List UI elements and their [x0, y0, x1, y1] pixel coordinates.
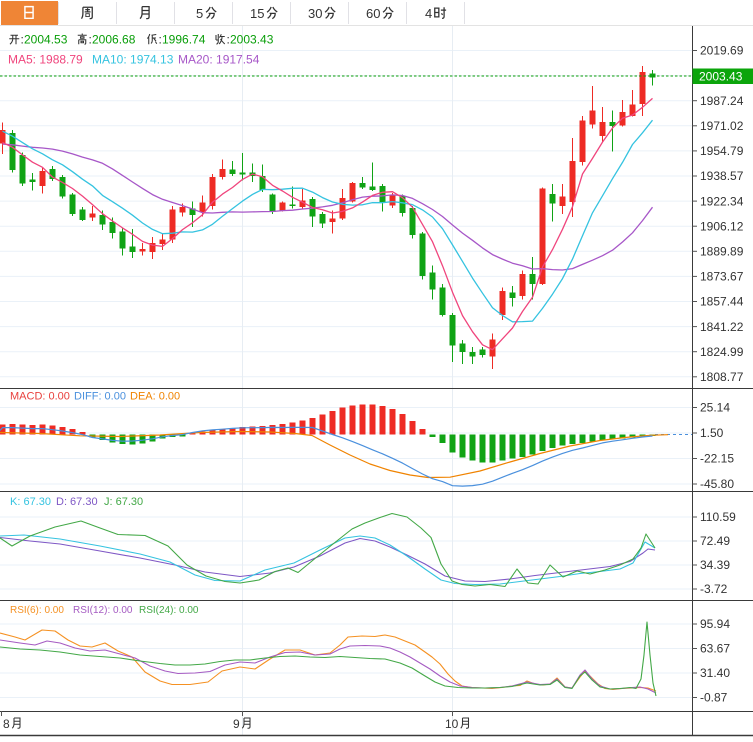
- svg-text:60: 60: [366, 6, 380, 21]
- svg-text:2004.53: 2004.53: [24, 32, 68, 46]
- svg-text:8: 8: [3, 717, 10, 731]
- svg-text:1938.57: 1938.57: [700, 169, 744, 183]
- svg-text:95.94: 95.94: [700, 617, 730, 631]
- svg-text:MA10: 1974.13: MA10: 1974.13: [92, 53, 174, 67]
- svg-text:1996.74: 1996.74: [162, 32, 206, 46]
- svg-text:MA5: 1988.79: MA5: 1988.79: [8, 53, 83, 67]
- svg-text:110.59: 110.59: [700, 510, 736, 524]
- svg-text:1824.99: 1824.99: [700, 345, 744, 359]
- svg-text:K: 67.30: K: 67.30: [10, 496, 51, 508]
- svg-text:MA20: 1917.54: MA20: 1917.54: [178, 53, 260, 67]
- svg-text:-3.72: -3.72: [700, 582, 728, 596]
- svg-text:30: 30: [308, 6, 322, 21]
- svg-text:2003.43: 2003.43: [699, 70, 743, 84]
- svg-text:1954.79: 1954.79: [700, 144, 744, 158]
- svg-text:RSI(24): 0.00: RSI(24): 0.00: [139, 605, 199, 616]
- svg-text:2019.69: 2019.69: [700, 44, 744, 58]
- svg-text:1906.12: 1906.12: [700, 219, 744, 233]
- svg-text:9: 9: [233, 717, 240, 731]
- svg-text:-45.80: -45.80: [700, 477, 734, 491]
- svg-text:15: 15: [250, 6, 264, 21]
- svg-text:34.39: 34.39: [700, 558, 730, 572]
- svg-text:1841.22: 1841.22: [700, 320, 744, 334]
- svg-text:-0.87: -0.87: [700, 691, 728, 705]
- svg-text:5: 5: [196, 6, 203, 21]
- svg-text:RSI(12): 0.00: RSI(12): 0.00: [73, 605, 133, 616]
- svg-text:63.67: 63.67: [700, 642, 730, 656]
- svg-text:D: 67.30: D: 67.30: [56, 496, 98, 508]
- svg-text:-22.15: -22.15: [700, 452, 734, 466]
- svg-text:72.49: 72.49: [700, 534, 730, 548]
- svg-text:1.50: 1.50: [700, 426, 724, 440]
- svg-text:RSI(6): 0.00: RSI(6): 0.00: [10, 605, 64, 616]
- svg-text:DEA: 0.00: DEA: 0.00: [130, 391, 180, 403]
- svg-text:10: 10: [445, 717, 459, 731]
- svg-text:1889.89: 1889.89: [700, 245, 744, 259]
- svg-text:1873.67: 1873.67: [700, 270, 744, 284]
- svg-text:31.40: 31.40: [700, 666, 730, 680]
- svg-text:2003.43: 2003.43: [230, 32, 274, 46]
- svg-text:1987.24: 1987.24: [700, 94, 744, 108]
- svg-text:1922.34: 1922.34: [700, 194, 744, 208]
- svg-text:1857.44: 1857.44: [700, 295, 744, 309]
- svg-text:1971.02: 1971.02: [700, 119, 744, 133]
- svg-text:25.14: 25.14: [700, 401, 730, 415]
- svg-text:J: 67.30: J: 67.30: [104, 496, 143, 508]
- svg-text:DIFF: 0.00: DIFF: 0.00: [74, 391, 126, 403]
- svg-text:1808.77: 1808.77: [700, 370, 744, 384]
- svg-text:2006.68: 2006.68: [92, 32, 136, 46]
- svg-text:MACD: 0.00: MACD: 0.00: [10, 391, 70, 403]
- svg-text:4: 4: [425, 6, 432, 21]
